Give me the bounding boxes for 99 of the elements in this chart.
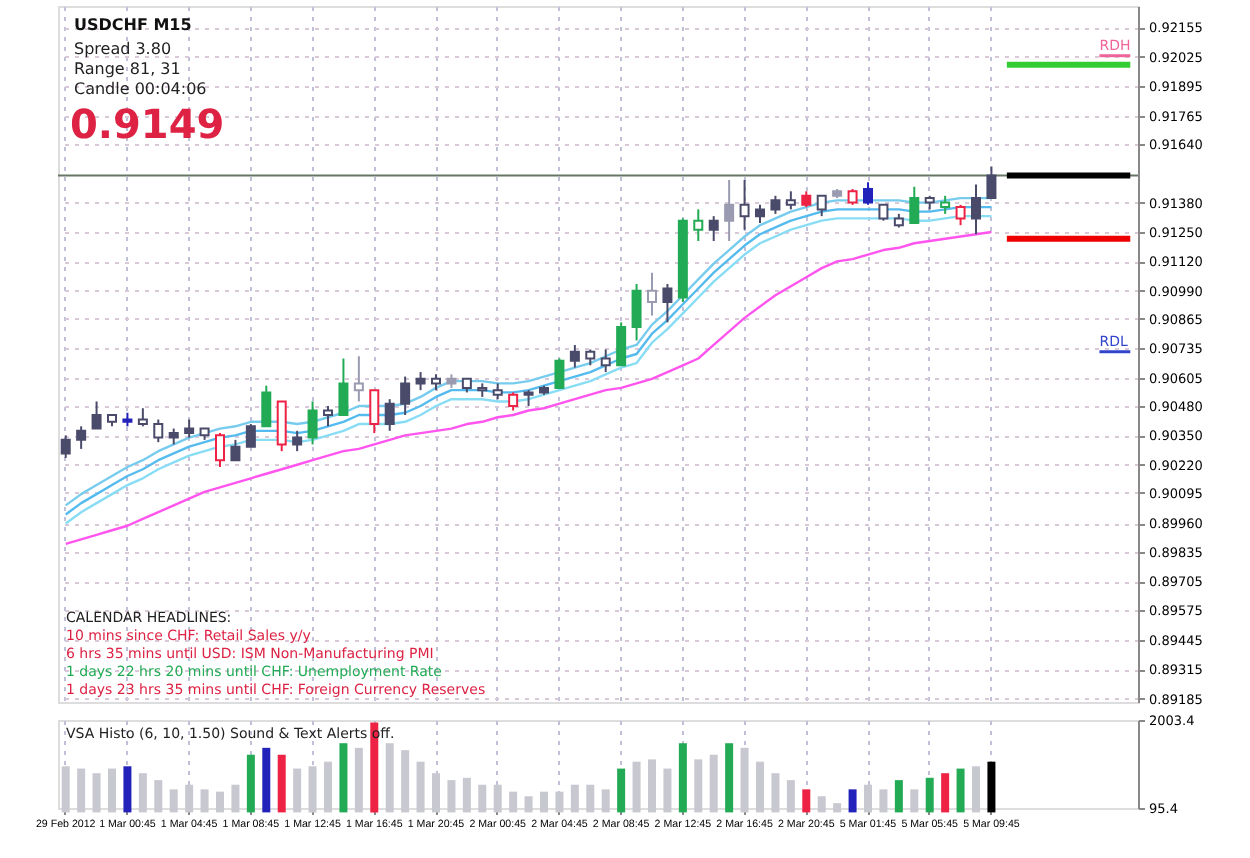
candlestick	[755, 203, 765, 224]
annotation: Spread 3.80	[74, 40, 172, 58]
bar	[956, 768, 965, 813]
bar	[246, 754, 255, 813]
bar	[138, 773, 147, 813]
candlestick	[91, 400, 102, 430]
candlestick	[353, 355, 364, 403]
candlestick	[369, 389, 380, 435]
bar	[540, 791, 548, 813]
bar	[910, 789, 919, 813]
candlestick	[245, 423, 256, 448]
candlestick	[292, 429, 303, 453]
bar	[231, 784, 240, 813]
bar	[663, 768, 672, 813]
bar	[108, 768, 116, 813]
bar	[416, 761, 425, 813]
bar	[478, 784, 487, 813]
bar	[894, 780, 903, 813]
bar	[169, 789, 178, 813]
bar	[972, 766, 980, 813]
bar	[216, 791, 224, 813]
bar	[447, 780, 456, 813]
bar	[570, 784, 579, 813]
bar	[123, 766, 132, 813]
candlestick	[863, 181, 873, 206]
bar	[401, 750, 410, 813]
bar	[817, 796, 826, 813]
bar	[339, 743, 348, 813]
bar	[385, 743, 394, 813]
candlestick	[662, 282, 673, 324]
candlestick	[909, 185, 920, 224]
candlestick	[616, 321, 627, 367]
bar	[802, 789, 811, 813]
bar	[694, 759, 703, 813]
candlestick	[338, 357, 349, 417]
candlestick	[986, 165, 997, 200]
candlestick	[693, 208, 704, 243]
candlestick	[739, 179, 750, 231]
bar	[756, 761, 764, 813]
bar	[277, 754, 286, 813]
candlestick	[816, 194, 827, 218]
bar	[848, 789, 857, 813]
candlestick	[400, 375, 411, 417]
candlestick	[508, 391, 519, 412]
annotation: Candle 00:04:06	[74, 80, 207, 98]
bar	[786, 780, 795, 813]
bar	[879, 789, 888, 813]
bar	[262, 747, 271, 813]
candlestick	[554, 357, 565, 389]
bar	[987, 761, 996, 813]
bar	[92, 773, 101, 813]
candlestick	[60, 434, 71, 459]
bar	[709, 754, 718, 813]
annotation: Range 81, 31	[74, 60, 181, 78]
candlestick	[76, 425, 87, 450]
candlestick	[384, 398, 395, 432]
bar	[354, 747, 363, 813]
candlestick	[276, 400, 287, 453]
bar	[524, 796, 533, 813]
bar	[617, 768, 626, 813]
bar	[77, 768, 86, 813]
bar	[771, 773, 780, 813]
candlestick	[569, 343, 580, 369]
bar	[941, 773, 950, 813]
bar	[462, 777, 471, 813]
bar	[509, 791, 518, 813]
candlestick	[647, 271, 657, 317]
bar	[324, 761, 332, 813]
bar	[678, 743, 687, 813]
annotation: 0.9149	[70, 100, 225, 148]
candlestick	[631, 282, 642, 342]
candlestick	[708, 215, 719, 243]
candlestick	[137, 407, 148, 428]
candlestick	[770, 194, 781, 215]
candlestick	[307, 400, 318, 446]
text: USDCHF M15	[74, 16, 193, 34]
bar	[648, 759, 656, 813]
bar	[200, 789, 209, 813]
candlestick	[940, 194, 951, 215]
candlestick	[215, 432, 225, 468]
candlestick	[955, 203, 966, 227]
bar	[833, 803, 842, 813]
bar	[632, 761, 641, 813]
candlestick	[415, 371, 426, 392]
candlestick	[600, 348, 611, 374]
bar	[725, 743, 734, 813]
bar	[601, 789, 610, 813]
bar	[925, 777, 934, 813]
candlestick	[184, 418, 195, 439]
candlestick	[971, 183, 981, 236]
candlestick	[785, 190, 796, 211]
candlestick	[153, 418, 164, 444]
candlestick	[724, 179, 735, 243]
bar	[293, 768, 302, 813]
candlestick	[230, 438, 241, 462]
bar	[586, 784, 595, 813]
bar	[154, 780, 163, 813]
candlestick	[323, 404, 333, 428]
candlestick	[261, 384, 272, 428]
